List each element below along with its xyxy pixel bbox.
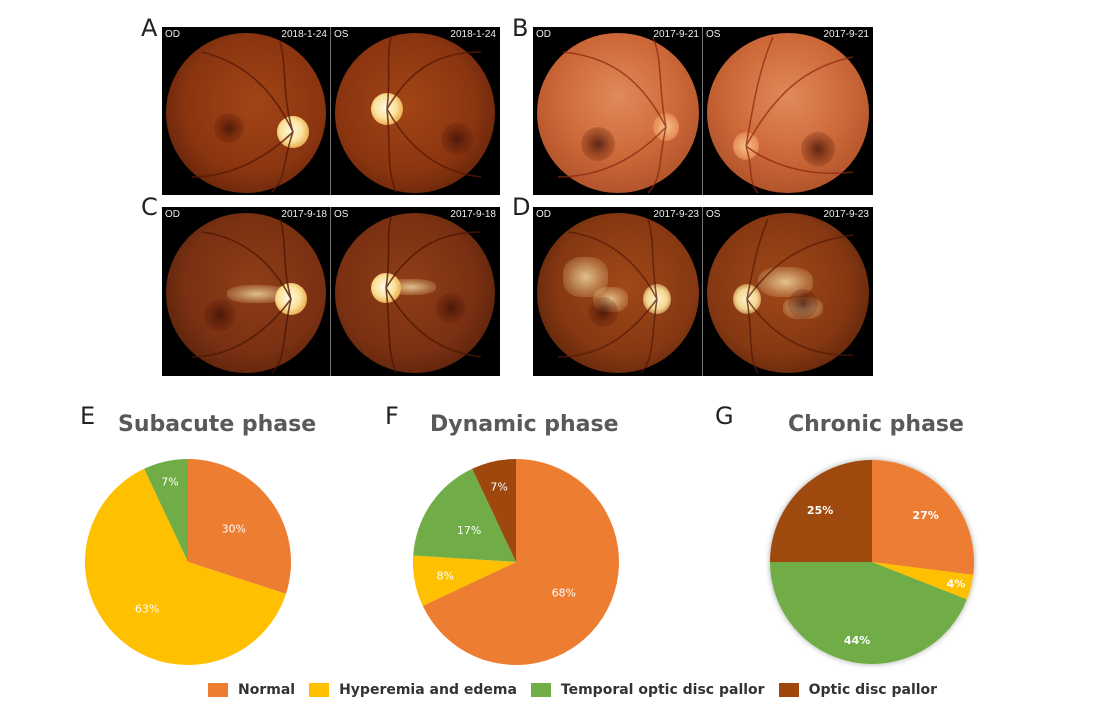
panel-letter-a: A	[141, 14, 158, 42]
eye-label-os: OS	[334, 29, 349, 40]
eye-label-od: OD	[536, 29, 551, 40]
chart-title-chronic: Chronic phase	[788, 412, 964, 437]
legend-item-disc-pallor: Optic disc pallor	[778, 682, 938, 698]
legend-item-hyperemia: Hyperemia and edema	[309, 682, 517, 698]
legend-item-temporal-pallor: Temporal optic disc pallor	[530, 682, 765, 698]
pie-data-label-normal: 30%	[222, 523, 246, 536]
chart-legend: Normal Hyperemia and edema Temporal opti…	[208, 682, 951, 698]
pie-slice-normal	[188, 459, 292, 594]
fundus-image-od: OD 2018-1-24	[162, 27, 331, 195]
image-date-od: 2017-9-21	[653, 29, 699, 40]
fundus-image-os: OS 2017-9-18	[330, 207, 500, 376]
pie-chart-chronic: 27% 4% 44% 25%	[770, 460, 975, 665]
legend-swatch	[208, 683, 228, 697]
pie-slice-temporal-pallor	[144, 459, 188, 562]
pie-data-label-normal: 68%	[552, 586, 576, 599]
pie-slice-temporal-pallor	[770, 562, 967, 665]
legend-swatch	[530, 683, 551, 697]
retinal-vessels	[557, 36, 667, 194]
pie-slice-hyperemia	[412, 555, 516, 606]
pie-data-label-temporal-pallor: 17%	[457, 524, 481, 537]
legend-label: Temporal optic disc pallor	[560, 682, 765, 698]
image-date-od: 2017-9-23	[653, 209, 699, 220]
chart-letter-f: F	[385, 402, 399, 430]
legend-swatch	[778, 683, 799, 697]
pie-data-label-disc-pallor: 7%	[490, 481, 507, 494]
image-date-od: 2018-1-24	[281, 29, 327, 40]
pie-chart-dynamic: 68% 8% 17% 7%	[412, 459, 619, 665]
retinal-vessels	[385, 216, 482, 374]
image-date-od: 2017-9-18	[281, 209, 327, 220]
legend-label: Optic disc pallor	[808, 682, 938, 698]
image-date-os: 2017-9-21	[823, 29, 869, 40]
image-date-os: 2017-9-18	[450, 209, 496, 220]
pie-data-label-normal: 27%	[912, 509, 938, 522]
eye-label-os: OS	[334, 209, 349, 220]
legend-label: Hyperemia and edema	[339, 682, 517, 698]
pie-data-label-disc-pallor: 25%	[807, 504, 833, 517]
image-date-os: 2018-1-24	[450, 29, 496, 40]
eye-label-os: OS	[706, 209, 721, 220]
pie-slice-hyperemia	[85, 468, 286, 665]
retinal-vessels	[191, 41, 294, 193]
eye-label-od: OD	[165, 29, 180, 40]
panel-letter-b: B	[512, 14, 529, 42]
retinal-vessels	[746, 218, 854, 374]
pie-data-label-hyperemia: 4%	[947, 578, 966, 591]
fundus-image-od: OD 2017-9-18	[162, 207, 331, 376]
pie-chart-subacute: 30% 63% 7%	[85, 459, 292, 665]
chart-letter-e: E	[80, 402, 96, 430]
legend-label: Normal	[238, 682, 296, 698]
panel-letter-d: D	[512, 193, 531, 221]
pie-data-label-temporal-pallor: 7%	[161, 476, 178, 489]
eye-label-os: OS	[706, 29, 721, 40]
chart-letter-g: G	[715, 402, 734, 430]
legend-swatch	[309, 683, 330, 697]
retinal-vessels	[191, 218, 292, 374]
fundus-image-os: OS 2018-1-24	[330, 27, 500, 195]
pie-slice-disc-pallor	[770, 460, 872, 562]
pie-data-label-hyperemia: 8%	[436, 570, 453, 583]
pie-slice-normal	[422, 459, 619, 665]
fundus-image-od: OD 2017-9-21	[533, 27, 703, 195]
pie-data-label-hyperemia: 63%	[135, 602, 159, 615]
image-date-os: 2017-9-23	[823, 209, 869, 220]
fundus-panel-a: OD 2018-1-24 OS 2018-1-24	[162, 27, 500, 195]
chart-title-subacute: Subacute phase	[118, 412, 317, 437]
pie-slice-temporal-pallor	[413, 468, 516, 562]
fundus-image-os: OS 2017-9-23	[702, 207, 873, 376]
pie-data-label-temporal-pallor: 44%	[844, 634, 870, 647]
pie-slice-normal	[872, 460, 975, 575]
retinal-vessels	[557, 218, 658, 374]
pie-slice-hyperemia	[872, 562, 974, 600]
panel-letter-c: C	[141, 193, 158, 221]
fundus-panel-c: OD 2017-9-18 OS 2017-9-18	[162, 207, 500, 376]
eye-label-od: OD	[165, 209, 180, 220]
fundus-image-od: OD 2017-9-23	[533, 207, 703, 376]
pie-slice-disc-pallor	[472, 459, 516, 562]
fundus-image-os: OS 2017-9-21	[702, 27, 873, 195]
legend-item-normal: Normal	[208, 682, 295, 698]
chart-title-dynamic: Dynamic phase	[430, 412, 619, 437]
retinal-vessels	[386, 36, 482, 193]
fundus-panel-d: OD 2017-9-23 OS 2017-9-23	[533, 207, 873, 376]
retinal-vessels	[745, 36, 854, 194]
fundus-panel-b: OD 2017-9-21 OS 2017-9-21	[533, 27, 873, 195]
eye-label-od: OD	[536, 209, 551, 220]
